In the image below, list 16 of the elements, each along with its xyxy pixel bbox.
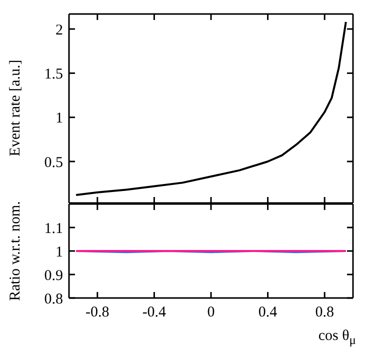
y-tick-label: 1 — [56, 110, 63, 127]
x-tick-label: 0 — [207, 304, 215, 321]
x-axis-title: cos θ$_{μ}$ — [318, 328, 356, 348]
y-tick-label: 1.5 — [44, 66, 63, 82]
y-tick-label: 0.9 — [44, 268, 63, 284]
y-tick-label: 0.5 — [44, 154, 63, 171]
y-tick-label: 0.8 — [44, 291, 63, 308]
y-axis-title: Event rate [a.u.] — [8, 60, 24, 156]
y-tick-label: 1 — [56, 244, 63, 260]
x-tick-label: 0.4 — [258, 304, 278, 321]
x-tick-label: -0.4 — [142, 304, 167, 321]
y-tick-label: 2 — [56, 22, 63, 38]
x-tick-label: 0.8 — [315, 304, 334, 321]
x-tick-label: -0.8 — [86, 304, 110, 321]
y-axis-title: Ratio w.r.t. nom. — [8, 200, 24, 300]
y-tick-label: 1.1 — [44, 220, 63, 237]
